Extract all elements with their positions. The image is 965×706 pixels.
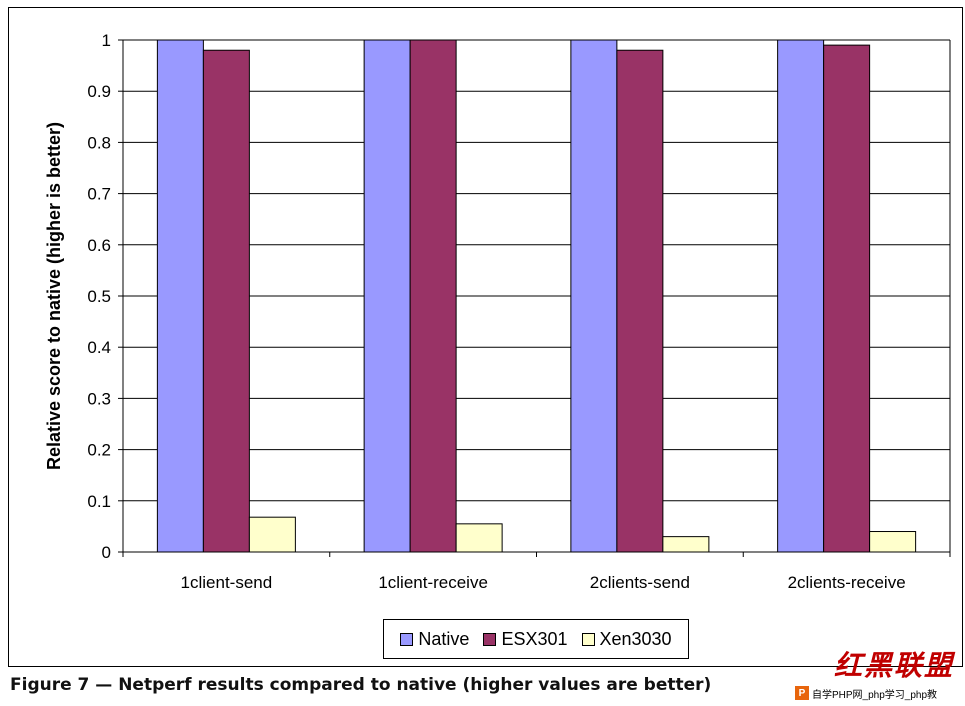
bar-esx301-1client-receive <box>409 39 457 553</box>
legend-swatch <box>400 632 414 646</box>
y-tick-label: 0.9 <box>87 82 111 101</box>
y-tick-label: 0.2 <box>87 441 111 460</box>
y-tick-label: 0.8 <box>87 133 111 152</box>
bar-xen3030-1client-send <box>248 516 296 553</box>
figure-caption: Figure 7 — Netperf results compared to n… <box>10 675 712 695</box>
legend-swatch <box>483 632 497 646</box>
bar-xen3030-1client-receive <box>455 523 503 553</box>
bar-esx301-2clients-receive <box>823 44 871 553</box>
legend-label: Xen3030 <box>599 628 672 649</box>
site-logo-icon: P <box>795 686 809 700</box>
y-tick-label: 0.1 <box>87 492 111 511</box>
y-tick-label: 0.3 <box>87 389 111 408</box>
axis-labels: 0 0.1 0.2 0.3 0.4 0.5 0.6 0.7 0.8 0.9 1 1client-sen… <box>87 31 905 592</box>
y-tick-label: 0.5 <box>87 287 111 306</box>
bar-native-1client-receive <box>363 39 411 553</box>
y-tick-label: 0 <box>102 543 111 562</box>
legend: Native ESX301 Xen3030 <box>383 619 689 659</box>
y-tick-label: 0.6 <box>87 236 111 255</box>
watermark-site-text: 自学PHP网_php学习_php教 <box>812 689 938 701</box>
legend-item-native: Native <box>400 629 469 650</box>
legend-item-xen3030: Xen3030 <box>581 628 672 650</box>
y-tick-label: 1 <box>102 31 111 50</box>
legend-swatch <box>581 632 595 646</box>
legend-item-esx301: ESX301 <box>483 628 568 650</box>
watermark-logo-text: 红黑联盟 <box>833 649 954 682</box>
bar-native-1client-send <box>156 39 204 553</box>
y-tick-label: 0.7 <box>87 185 111 204</box>
legend-label: ESX301 <box>501 628 568 649</box>
bar-xen3030-2clients-send <box>662 536 710 553</box>
y-tick-label: 0.4 <box>87 338 111 357</box>
x-tick-label: 1client-receive <box>378 573 488 592</box>
x-tick-label: 2clients-send <box>590 573 690 592</box>
bar-esx301-1client-send <box>202 49 250 553</box>
bar-xen3030-2clients-receive <box>869 531 917 553</box>
bar-esx301-2clients-send <box>616 49 664 553</box>
watermark-site-bar: P 自学PHP网_php学习_php教 <box>795 684 963 702</box>
bar-native-2clients-receive <box>777 39 825 553</box>
bar-native-2clients-send <box>570 39 618 553</box>
x-tick-label: 1client-send <box>181 573 273 592</box>
legend-label: Native <box>418 628 470 649</box>
watermark-logo: 红黑联盟 <box>826 646 962 682</box>
bars <box>156 39 917 553</box>
x-tick-label: 2clients-receive <box>788 573 906 592</box>
y-axis-label: Relative score to native (higher is bett… <box>44 122 64 470</box>
